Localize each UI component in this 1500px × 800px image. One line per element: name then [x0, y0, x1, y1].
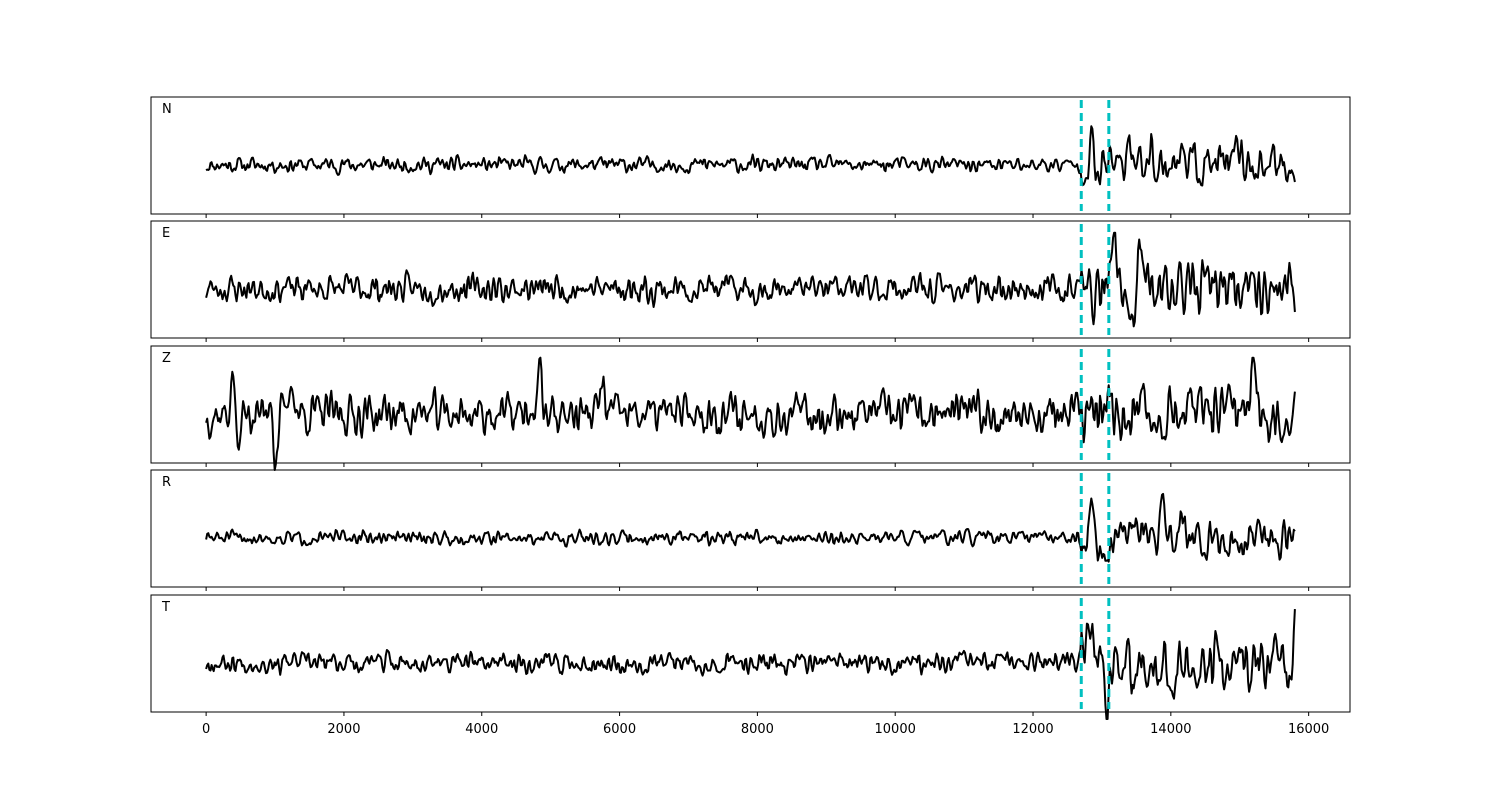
panel-E: E: [150, 220, 1351, 342]
x-axis: 0 2000 4000 6000 8000 10000 12000 14000 16000: [202, 722, 1329, 737]
panels-group: N E Z R T: [150, 96, 1351, 720]
waveform-trace: [205, 125, 1296, 187]
x-tick-label: 8000: [741, 722, 774, 737]
x-tick-label: 14000: [1150, 722, 1191, 737]
panel-Z: Z: [150, 345, 1351, 471]
panel-N: N: [150, 96, 1351, 218]
waveform-trace: [205, 356, 1296, 471]
x-tick-label: 12000: [1012, 722, 1053, 737]
panel-frame: [150, 96, 1351, 215]
waveform-trace: [205, 492, 1296, 563]
panel-frame: [150, 345, 1351, 464]
x-tick-label: 10000: [875, 722, 916, 737]
x-tick-label: 16000: [1288, 722, 1329, 737]
waveform-trace: [205, 609, 1296, 720]
x-tick-label: 6000: [603, 722, 636, 737]
panel-frame: [150, 220, 1351, 339]
panel-label: Z: [162, 351, 171, 366]
panel-label: T: [161, 600, 170, 615]
panel-label: N: [162, 102, 172, 117]
waveform-trace: [205, 231, 1296, 328]
x-tick-label: 2000: [327, 722, 360, 737]
panel-T: T: [150, 594, 1351, 720]
panel-label: R: [162, 475, 171, 490]
panel-frame: [150, 469, 1351, 588]
x-tick-label: 0: [202, 722, 210, 737]
panel-label: E: [162, 226, 170, 241]
panel-frame: [150, 594, 1351, 713]
x-tick-label: 4000: [465, 722, 498, 737]
panel-R: R: [150, 469, 1351, 591]
